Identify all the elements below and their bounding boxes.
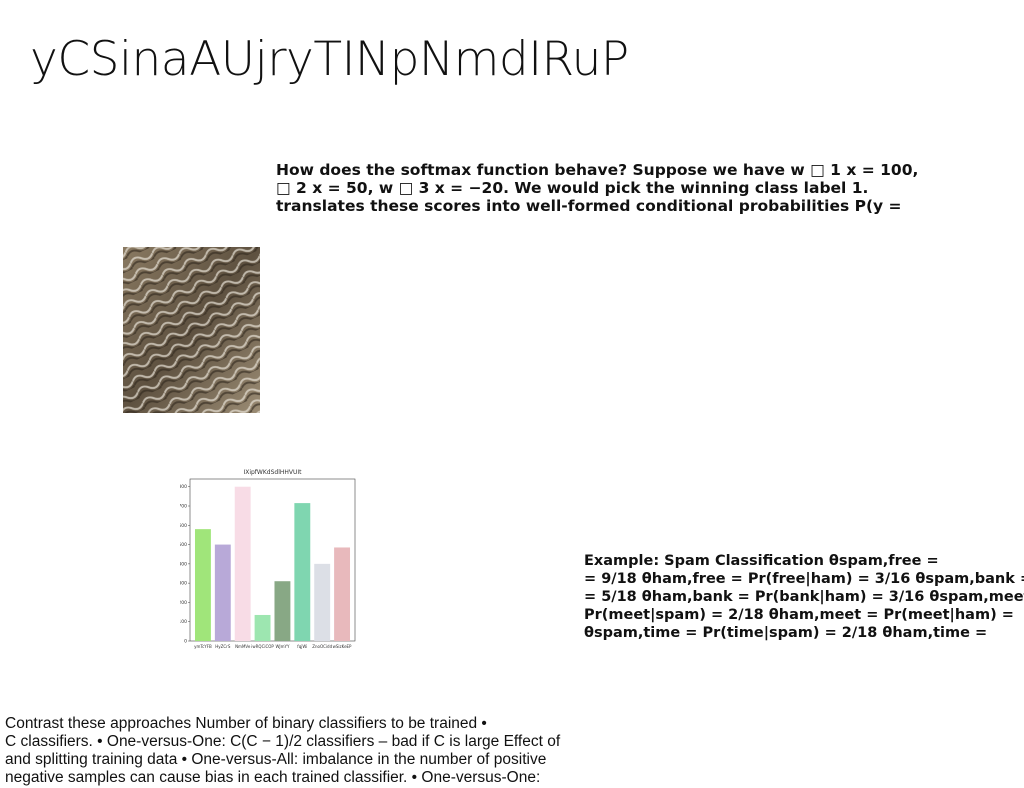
y-tick-label: 300 [180, 581, 187, 587]
x-tick-label: NmMVe [235, 644, 251, 649]
softmax-text: How does the softmax function behave? Su… [276, 161, 918, 215]
y-tick-label: 800 [180, 484, 187, 490]
bar [314, 563, 331, 641]
x-tick-label: wSizKeEP [333, 644, 352, 649]
text-line: = 5/18 θham,bank = Pr(bank|ham) = 3/16 θ… [584, 589, 1024, 605]
bar [294, 503, 311, 641]
text-line: negative samples can cause bias in each … [5, 769, 541, 786]
plot-frame [189, 478, 356, 642]
texture-image [123, 247, 260, 413]
text-line: How does the softmax function behave? Su… [276, 161, 919, 179]
x-tick-label: fqjWi [297, 644, 307, 649]
text-line: translates these scores into well-formed… [276, 197, 902, 215]
x-tick-label: iwRQCiCOP [251, 644, 274, 649]
y-tick-label: 700 [180, 504, 187, 510]
text-line: and splitting training data • One-versus… [5, 751, 547, 768]
text-line: C classifiers. • One-versus-One: C(C − 1… [5, 733, 561, 750]
x-tick-label: ZnoOCidd [312, 644, 332, 649]
bar [214, 544, 231, 641]
chart-title: IXipfWKdSdlHHVUIt [243, 469, 302, 476]
text-line: Contrast these approaches Number of bina… [5, 715, 487, 732]
y-tick-label: 100 [180, 619, 187, 625]
text-line: Pr(meet|spam) = 2/18 θham,meet = Pr(meet… [584, 607, 1014, 623]
bar-chart: IXipfWKdSdlHHVUIt 0 100 200 300 400 500 600 700 8… [180, 469, 356, 649]
spam-text: Example: Spam Classification θspam,free … [584, 552, 1024, 642]
contrast-text: Contrast these approaches Number of bina… [5, 715, 560, 787]
bar [274, 581, 291, 641]
bar [234, 486, 251, 641]
y-tick-label: 200 [180, 600, 187, 606]
bar [254, 614, 271, 641]
x-tick-label: HyZCrS [215, 644, 231, 649]
text-line: □ 2 x = 50, w □ 3 x = −20. We would pick… [276, 179, 869, 197]
bar [334, 547, 351, 641]
y-tick-label: 600 [180, 523, 187, 529]
bar [194, 529, 211, 641]
y-tick-label: 0 [184, 639, 187, 645]
text-line: θspam,time = Pr(time|spam) = 2/18 θham,t… [584, 625, 988, 641]
x-tick-label: WJmYY [275, 644, 289, 649]
slide-title: yCSinaAUjryTINpNmdIRuP [30, 32, 629, 87]
text-line: = 9/18 θham,free = Pr(free|ham) = 3/16 θ… [584, 571, 1024, 587]
y-tick-label: 400 [180, 561, 187, 567]
text-line: Example: Spam Classification θspam,free … [584, 553, 939, 569]
x-tick-label: ymTcYFB [194, 644, 212, 649]
y-tick-label: 500 [180, 542, 187, 548]
